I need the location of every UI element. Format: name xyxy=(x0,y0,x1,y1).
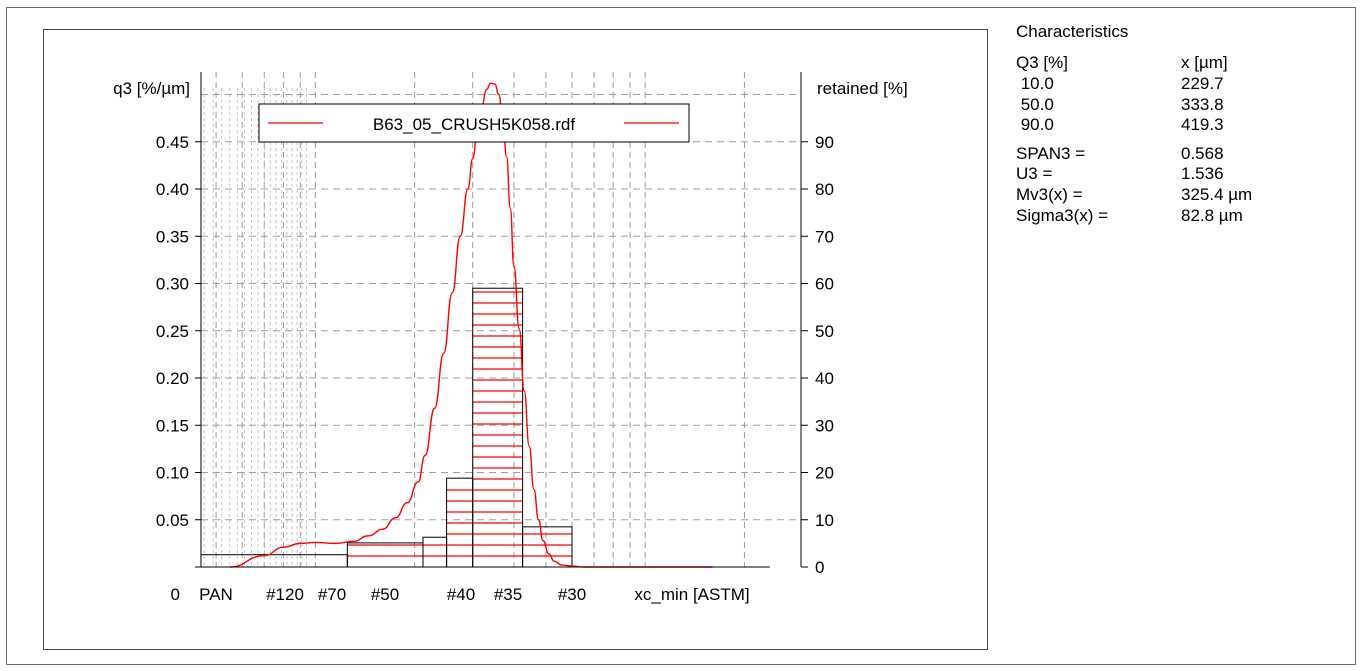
right-tick-label: 80 xyxy=(815,180,834,199)
size-header: x [µm] xyxy=(1181,53,1228,73)
left-tick-label: 0.30 xyxy=(156,275,189,294)
retained-bars xyxy=(200,287,573,568)
x-tick-label: #30 xyxy=(558,585,586,604)
stat-value: 0.568 xyxy=(1181,143,1224,163)
stat-row-u3: U3 = 1.536 xyxy=(1016,164,1336,185)
right-tick-label: 20 xyxy=(815,464,834,483)
right-tick-label: 70 xyxy=(815,227,834,246)
right-tick-label: 30 xyxy=(815,416,834,435)
left-tick-label: 0.25 xyxy=(156,322,189,341)
x-tick-label: #35 xyxy=(494,585,522,604)
left-tick-label: 0.15 xyxy=(156,416,189,435)
stat-label: Mv3(x) = xyxy=(1016,184,1083,204)
x-axis-title: xc_min [ASTM] xyxy=(634,585,749,604)
legend-box xyxy=(258,103,690,143)
size-value: 333.8 xyxy=(1181,94,1224,114)
retained-bar xyxy=(522,526,573,568)
quantile-row: 10.0 229.7 xyxy=(1016,74,1336,95)
left-tick-label: 0.35 xyxy=(156,227,189,246)
quantile-value: 90.0 xyxy=(1016,115,1054,135)
retained-bar xyxy=(200,554,348,568)
plot-frame xyxy=(43,29,988,650)
stat-value: 82.8 µm xyxy=(1181,205,1243,225)
x-tick-label: #70 xyxy=(318,585,346,604)
left-tick-label-zero: 0 xyxy=(171,585,180,604)
stat-row-sigma3: Sigma3(x) = 82.8 µm xyxy=(1016,206,1336,227)
characteristics-title: Characteristics xyxy=(1016,22,1129,41)
quantile-row: 90.0 419.3 xyxy=(1016,115,1336,136)
legend-label: B63_05_CRUSH5K058.rdf xyxy=(373,115,576,134)
left-tick-label: 0.20 xyxy=(156,369,189,388)
bar-outline xyxy=(422,536,448,568)
characteristics-panel: Characteristics Q3 [%] x [µm] 10.0 229.7… xyxy=(1016,22,1336,226)
stat-label: U3 = xyxy=(1016,164,1053,184)
quantile-value: 50.0 xyxy=(1016,94,1054,114)
particle-size-chart: 0.05 0.10 0.15 0.20 0.25 0.30 0.35 0.40 0.45 0 0 10… xyxy=(113,72,908,604)
right-tick-label: 50 xyxy=(815,322,834,341)
left-tick-label: 0.45 xyxy=(156,133,189,152)
stat-row-mv3: Mv3(x) = 325.4 µm xyxy=(1016,185,1336,206)
size-value: 419.3 xyxy=(1181,115,1224,135)
bar-outline xyxy=(522,526,573,568)
chart-window-frame xyxy=(6,7,1356,665)
quantile-row: 50.0 333.8 xyxy=(1016,95,1336,116)
stat-label: Sigma3(x) = xyxy=(1016,205,1109,225)
retained-bar xyxy=(446,477,474,568)
quantile-value: 10.0 xyxy=(1016,73,1054,93)
quantile-header: Q3 [%] xyxy=(1016,53,1068,73)
characteristics-header: Q3 [%] x [µm] xyxy=(1016,53,1336,74)
left-axis-title: q3 [%/µm] xyxy=(113,79,190,98)
x-tick-label: #120 xyxy=(266,585,304,604)
x-tick-label: #40 xyxy=(447,585,475,604)
bar-outline xyxy=(472,287,524,568)
right-axis-title: retained [%] xyxy=(817,79,908,98)
right-tick-label: 90 xyxy=(815,133,834,152)
stat-row-span3: SPAN3 = 0.568 xyxy=(1016,144,1336,165)
density-curve-group xyxy=(229,82,713,568)
bar-outline xyxy=(346,542,424,568)
stat-value: 1.536 xyxy=(1181,164,1224,184)
legend: B63_05_CRUSH5K058.rdf xyxy=(258,103,690,143)
left-tick-label: 0.40 xyxy=(156,180,189,199)
stat-value: 325.4 µm xyxy=(1181,184,1253,204)
retained-bar xyxy=(422,536,448,568)
x-tick-label: PAN xyxy=(199,585,233,604)
left-tick-label: 0.05 xyxy=(156,511,189,530)
right-tick-label: 10 xyxy=(815,511,834,530)
axis-labels: 0.05 0.10 0.15 0.20 0.25 0.30 0.35 0.40 0.45 0 0 10… xyxy=(113,79,908,604)
left-tick-label: 0.10 xyxy=(156,464,189,483)
size-value: 229.7 xyxy=(1181,73,1224,93)
right-tick-label: 0 xyxy=(815,558,824,577)
right-tick-label: 60 xyxy=(815,275,834,294)
density-curve xyxy=(229,82,713,568)
grid-lines xyxy=(201,72,801,567)
x-tick-label: #50 xyxy=(371,585,399,604)
bar-outline xyxy=(200,554,348,568)
right-tick-label: 40 xyxy=(815,369,834,388)
axes xyxy=(195,72,808,568)
retained-bar xyxy=(472,287,524,568)
stat-label: SPAN3 = xyxy=(1016,143,1086,163)
retained-bar xyxy=(346,542,424,568)
